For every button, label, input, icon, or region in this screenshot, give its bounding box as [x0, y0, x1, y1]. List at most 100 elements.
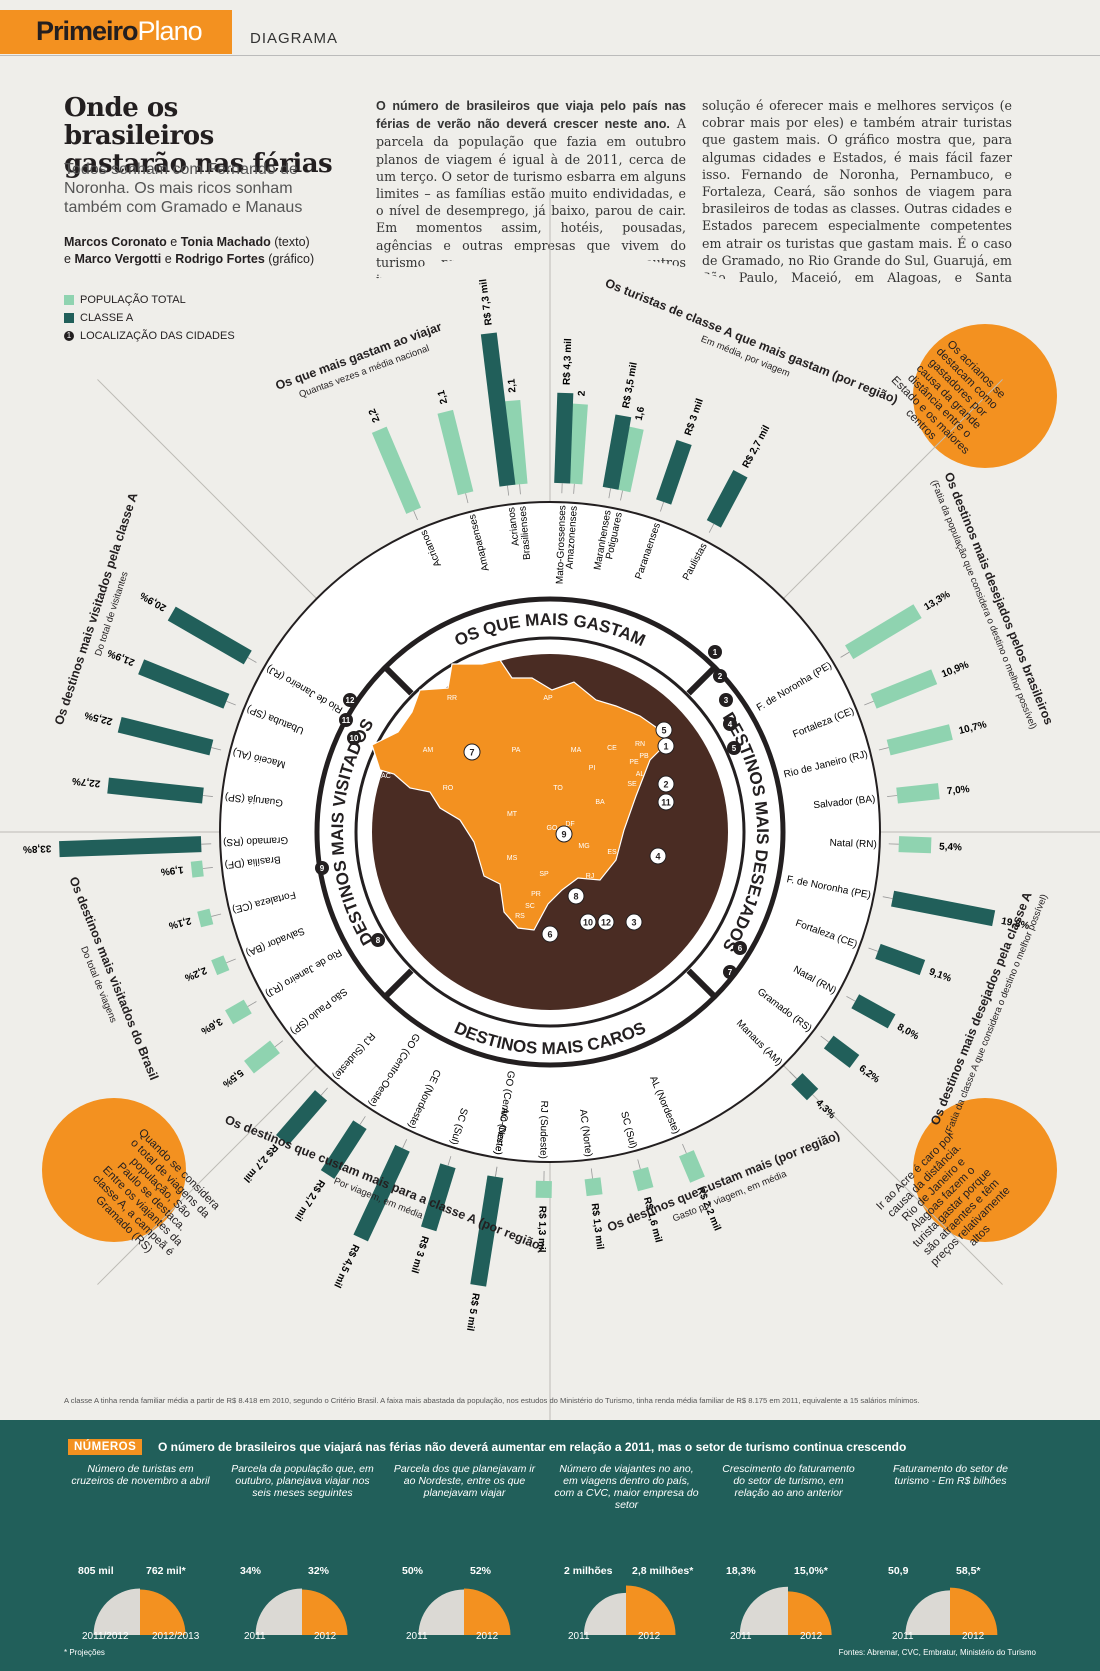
map-state-label: AL [636, 771, 645, 778]
leader-line [202, 795, 213, 797]
chart-bar [554, 392, 574, 484]
ring-separator [686, 968, 717, 999]
chart-bar [211, 955, 230, 976]
stat-year-1: 2011 [892, 1631, 914, 1642]
ring-marker-label: 3 [724, 696, 729, 705]
bar-category-label: Acrianos [506, 507, 522, 547]
stat-caption: Parcela dos que planejavam ir ao Nordest… [393, 1463, 536, 1499]
chart-bar [535, 1180, 552, 1198]
stat-caption: Número de viajantes no ano, em viagens d… [554, 1463, 699, 1511]
leader-line [226, 700, 236, 706]
leader-line [202, 867, 213, 869]
leader-line [447, 1156, 452, 1166]
map-state-label: TO [553, 785, 563, 792]
ring-marker [723, 965, 737, 979]
page-title: Onde os brasileiros gastarão nas férias [64, 93, 333, 179]
stat-half-pies [418, 1588, 511, 1635]
stat-value-1: 2 milhões [564, 1565, 613, 1577]
leader-line [878, 747, 889, 751]
map-marker-label: 5 [661, 726, 666, 736]
bar-group: R$ 1,3 mil RJ (Sudeste) [535, 1100, 552, 1253]
numbers-panel: NÚMEROS O número de brasileiros que viaj… [0, 1420, 1100, 1671]
stat-year-1: 2011 [730, 1631, 752, 1642]
bar-category-label: Amazonenses [564, 506, 579, 570]
ring-marker [719, 693, 733, 707]
leader-line [465, 493, 469, 504]
stat-half-pies [93, 1588, 186, 1635]
map-state-label: MA [571, 747, 582, 754]
orange-bubble [913, 324, 1057, 468]
stat-caption: Crescimento do faturamento do setor de t… [722, 1463, 855, 1499]
map-state-label: MS [507, 855, 518, 862]
page-subtitle: Todos sonham com Fernando de Noronha. Os… [64, 161, 303, 216]
section-label: DIAGRAMA [250, 30, 339, 47]
orange-bubble [42, 1098, 186, 1242]
ring-marker-label: 4 [728, 720, 733, 729]
stat-pie-segment [583, 1592, 626, 1635]
stat-year-2: 2012 [314, 1631, 337, 1642]
stat-value-2: 52% [470, 1565, 492, 1577]
leader-line [359, 1116, 366, 1125]
bar-value-label: 2,1 [436, 388, 450, 405]
leader-line [413, 510, 418, 521]
leader-line [708, 523, 715, 533]
leader-line [620, 490, 623, 501]
numbers-tag: NÚMEROS [68, 1439, 143, 1455]
chart-bar [791, 1073, 819, 1101]
map-state-label: MG [578, 843, 589, 850]
bar-value-label: 1,9% [160, 864, 184, 877]
map-state-label: PE [629, 759, 639, 766]
radial-chart: 2,2Acrianos2,1Amapaenses2,1Brasilienses2… [0, 192, 1100, 1420]
chart-bar [891, 890, 996, 927]
stat-value-1: 18,3% [726, 1565, 756, 1577]
map-state-label: SE [627, 781, 637, 788]
ring-marker [723, 717, 737, 731]
ring-marker-label: 11 [342, 716, 351, 725]
stat-year-1: 2011 [244, 1631, 266, 1642]
ring-marker-label: 7 [728, 968, 733, 977]
map-state-label: GO [547, 825, 558, 832]
bar-category-label: Gramado (RS) [223, 834, 288, 847]
map-state-label: AC [381, 773, 391, 780]
stat-pie-segment [626, 1585, 676, 1635]
stat-value-2: 32% [308, 1565, 330, 1577]
map-marker [567, 887, 585, 905]
orange-bubble [913, 1098, 1057, 1242]
legend-item-class-a: CLASSE A [64, 309, 235, 327]
credits: Marcos Coronato e Tonia Machado (texto) … [64, 235, 315, 266]
stat-pie-segment [464, 1588, 511, 1635]
sources: Fontes: Abremar, CVC, Embratur, Ministér… [838, 1648, 1036, 1657]
ring-separator [686, 665, 717, 696]
brand-bar [0, 10, 232, 54]
map-marker [579, 913, 597, 931]
leader-line [274, 1040, 284, 1048]
stat-card: Parcela da população que, em outubro, pl… [230, 1463, 375, 1642]
bar-category-label: Mato-Grossenses [555, 505, 569, 584]
map-state-label: AP [543, 695, 553, 702]
bar-value-label: 22,7% [71, 775, 100, 789]
stat-half-pies [905, 1587, 998, 1635]
chart-bar [706, 470, 748, 528]
stat-pie-segment [255, 1588, 302, 1635]
chart-bar [851, 994, 896, 1029]
map-state-label: AM [423, 747, 434, 754]
leader-line [573, 483, 575, 494]
legend: POPULAÇÃO TOTAL CLASSE A 1 LOCALIZAÇÃO DA… [64, 291, 235, 345]
chart-bar [353, 1144, 410, 1242]
footnote: A classe A tinha renda familiar média a … [64, 1396, 920, 1405]
map-marker-label: 4 [655, 852, 660, 862]
brand-logo: PrimeiroPlano [36, 16, 203, 46]
map-marker [657, 775, 675, 793]
map-marker [625, 913, 643, 931]
map-marker-label: 7 [469, 748, 474, 758]
leader-line [247, 657, 257, 663]
stat-year-2: 2012/2013 [152, 1631, 200, 1642]
stat-card: Faturamento do setor de turismo - Em R$ … [878, 1463, 1023, 1642]
stat-half-pies [739, 1586, 832, 1635]
ring-marker-label: 10 [350, 734, 359, 743]
stat-value-1: 50,9 [888, 1565, 909, 1577]
chart-bar [320, 1120, 367, 1179]
legend-item-markers: 1 LOCALIZAÇÃO DAS CIDADES [64, 327, 235, 345]
intro-column-1: O número de brasileiros que viaja pelo p… [376, 99, 686, 304]
